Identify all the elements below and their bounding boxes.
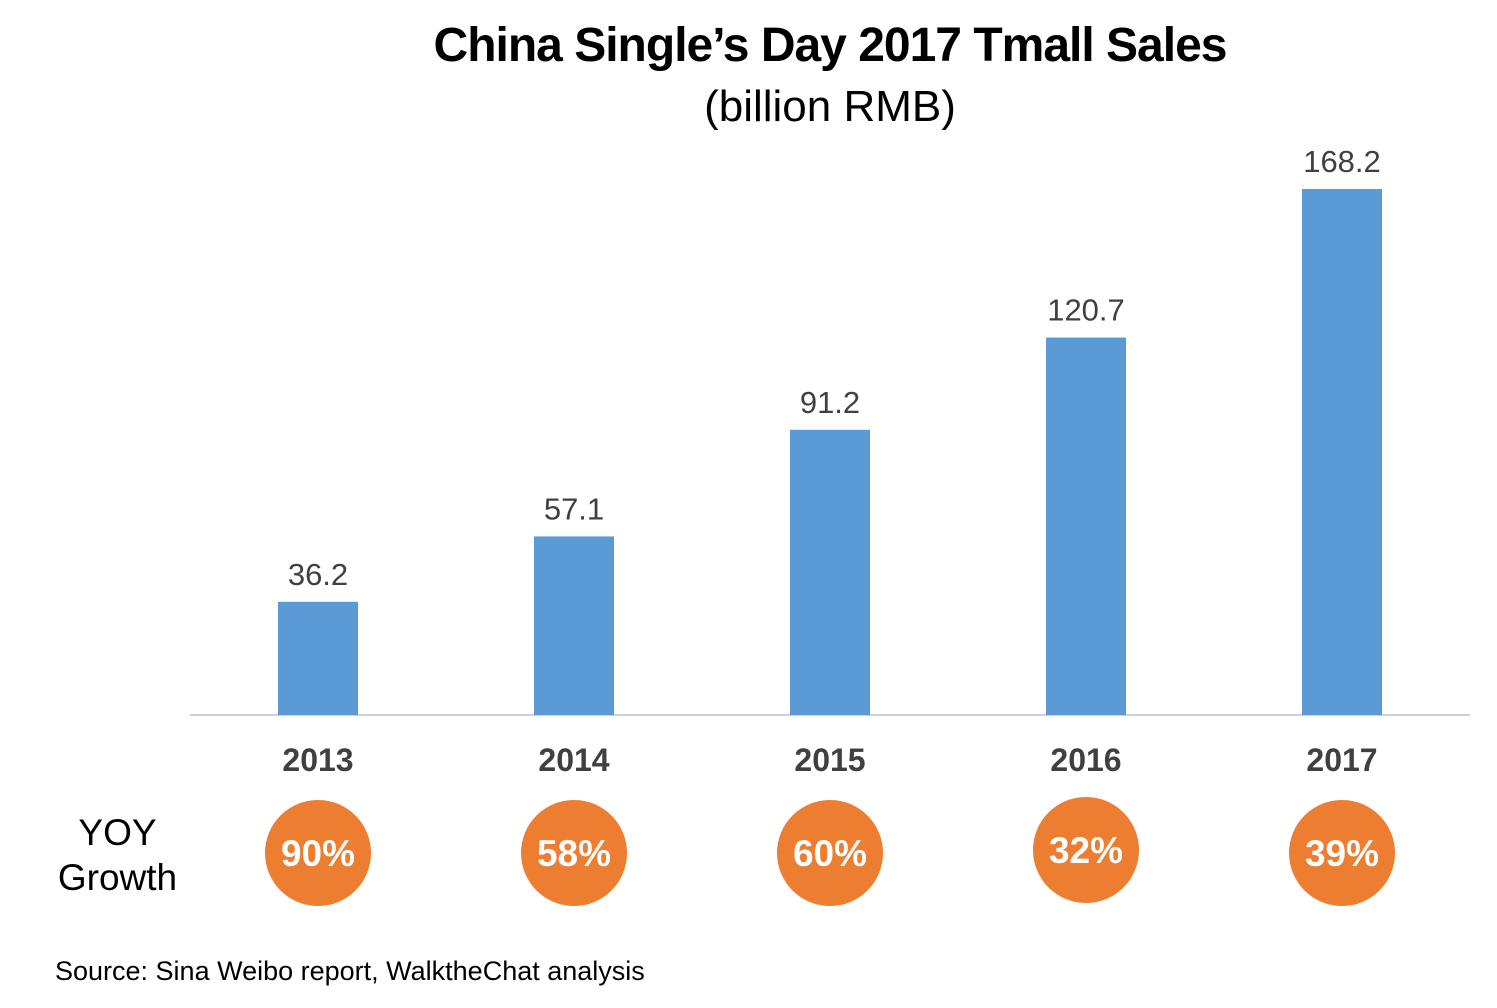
data-label-2015: 91.2	[800, 385, 860, 420]
growth-circle-2013	[265, 800, 371, 906]
source-note: Source: Sina Weibo report, WalktheChat a…	[55, 956, 645, 986]
data-label-2014: 57.1	[544, 491, 604, 526]
data-label-2016: 120.7	[1047, 293, 1125, 328]
x-tick-label-2014: 2014	[538, 742, 609, 778]
bar-2017	[1302, 189, 1382, 715]
x-tick-label-2013: 2013	[282, 742, 353, 778]
bar-2014	[534, 536, 614, 715]
growth-value-2016: 32%	[1049, 830, 1123, 871]
growth-circle-2015	[777, 800, 883, 906]
growth-value-2013: 90%	[281, 833, 355, 874]
growth-value-2014: 58%	[537, 833, 611, 874]
growth-circle-2014	[521, 800, 627, 906]
data-label-2013: 36.2	[288, 557, 348, 592]
growth-value-2015: 60%	[793, 833, 867, 874]
yoy-growth-label-line2: Growth	[57, 857, 178, 898]
growth-circle-2017	[1289, 800, 1395, 906]
growth-circle-2016	[1033, 797, 1139, 903]
x-tick-label-2017: 2017	[1306, 742, 1377, 778]
yoy-growth-label-line1: YOY	[78, 812, 157, 853]
bar-2015	[790, 429, 870, 715]
bar-2016	[1046, 337, 1126, 715]
data-label-2017: 168.2	[1303, 144, 1381, 179]
chart-title: China Single’s Day 2017 Tmall Sales	[433, 19, 1228, 72]
x-tick-label-2015: 2015	[794, 742, 865, 778]
chart-subtitle: (billion RMB)	[704, 82, 956, 131]
yoy-growth-label: YOY Growth	[40, 810, 195, 900]
bar-2013	[278, 601, 358, 715]
x-tick-label-2016: 2016	[1050, 742, 1121, 778]
growth-value-2017: 39%	[1305, 833, 1379, 874]
